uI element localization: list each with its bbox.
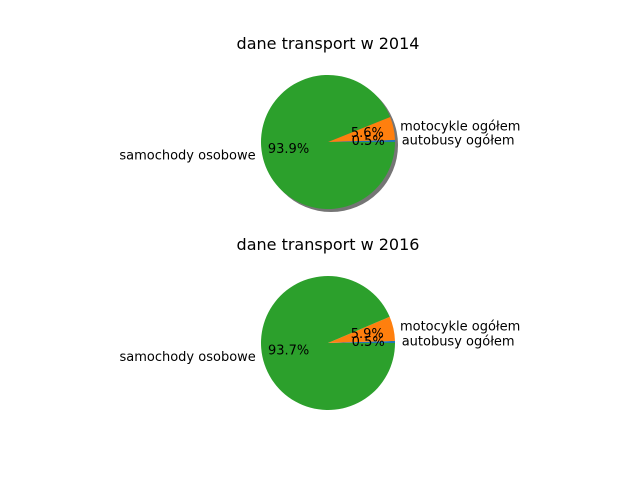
chart-1-slice-motocykle xyxy=(328,116,395,142)
chart-1-pct-label-motocykle: 5.6% xyxy=(351,126,384,141)
chart-1-slice-label-samochody: samochody osobowe xyxy=(119,149,255,164)
chart-2-slice-label-samochody: samochody osobowe xyxy=(119,350,255,365)
chart-2-slice-samochody xyxy=(261,275,395,410)
chart-2-slice-label-autobusy: autobusy ogółem xyxy=(402,334,515,349)
chart-1-labels: 0.5% autobusy ogółem 5.6% motocykle ogółem 9… xyxy=(119,119,520,163)
pie-chart-1: dane transport w 2014 0.5% autobusy ogółe… xyxy=(119,34,520,212)
chart-1-slice-label-motocykle: motocykle ogółem xyxy=(400,119,520,134)
chart-2-slice-autobusy xyxy=(328,340,395,343)
pie-chart-2: dane transport w 2016 0.5% autobusy ogółe… xyxy=(119,235,520,410)
chart-2-title: dane transport w 2016 xyxy=(237,235,420,254)
chart-1-slices xyxy=(260,74,395,209)
chart-1-slice-samochody xyxy=(260,74,395,209)
chart-1-title: dane transport w 2014 xyxy=(237,34,420,53)
chart-1-pct-label-autobusy: 0.5% xyxy=(352,134,385,149)
chart-2-pct-label-autobusy: 0.5% xyxy=(352,335,385,350)
chart-2-pct-label-samochody: 93.7% xyxy=(268,344,309,359)
chart-2-slice-label-motocykle: motocykle ogółem xyxy=(400,320,520,335)
chart-1-slice-autobusy xyxy=(328,139,395,142)
chart-2-pct-label-motocykle: 5.9% xyxy=(351,327,384,342)
chart-2-slice-motocykle xyxy=(328,316,395,343)
chart-2-labels: 0.5% autobusy ogółem 5.9% motocykle ogółem 9… xyxy=(119,320,520,366)
chart-1-pct-label-samochody: 93.9% xyxy=(268,142,309,157)
chart-2-slices xyxy=(261,275,395,410)
chart-1-slice-label-autobusy: autobusy ogółem xyxy=(402,133,515,148)
